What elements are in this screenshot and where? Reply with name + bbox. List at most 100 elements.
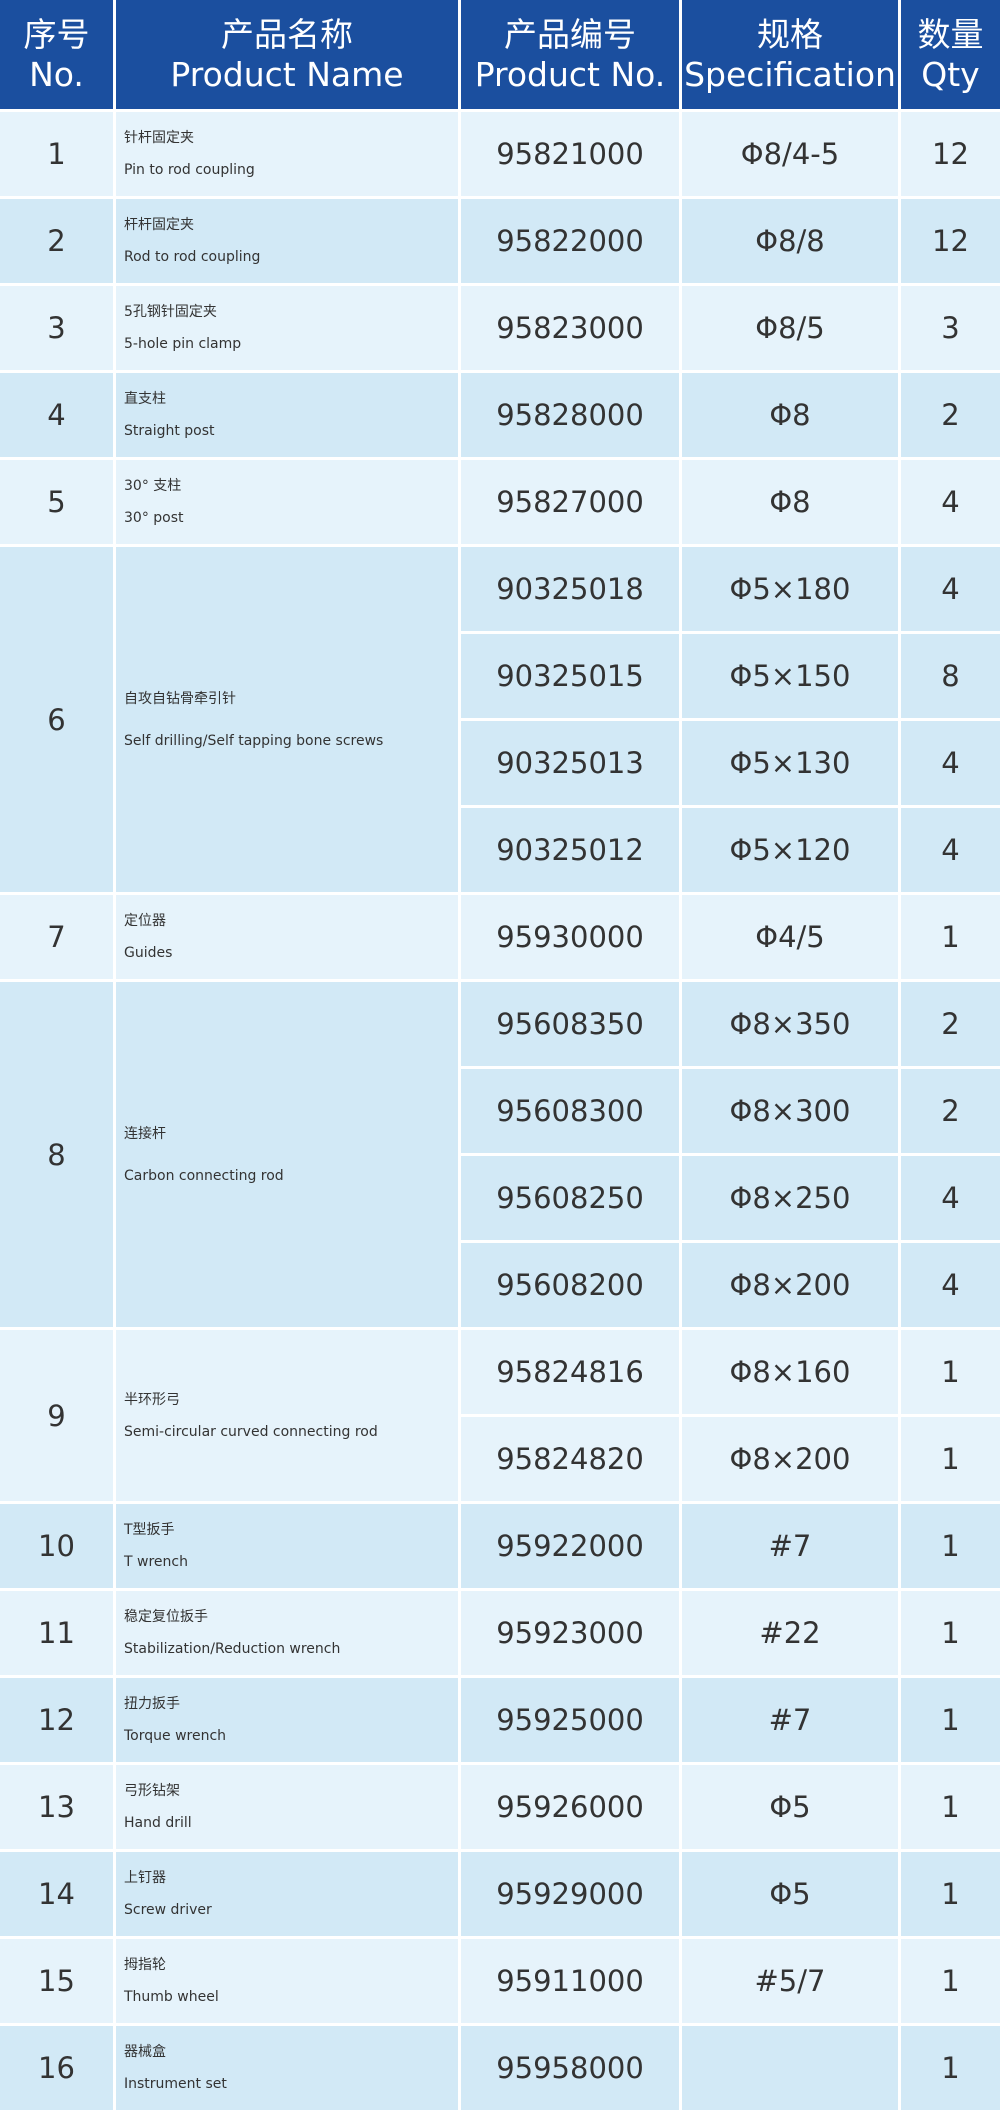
item-name: 器械盒 Instrument set bbox=[116, 2026, 458, 2110]
name-en: Semi-circular curved connecting rod bbox=[124, 1423, 378, 1440]
header-cell: 数量 Qty bbox=[901, 0, 1000, 109]
specification: Φ5×180 bbox=[682, 547, 898, 631]
item-number: 3 bbox=[0, 286, 113, 370]
table-row: 5 30° 支柱 30° post 95827000 Φ8 4 bbox=[0, 460, 1000, 544]
name-cn: 半环形弓 bbox=[124, 1391, 180, 1408]
item-number: 10 bbox=[0, 1504, 113, 1588]
header-en: Product No. bbox=[474, 54, 666, 94]
product-code: 95827000 bbox=[461, 460, 679, 544]
header-en: Product Name bbox=[170, 54, 404, 94]
specification: Φ8/4-5 bbox=[682, 112, 898, 196]
item-number: 13 bbox=[0, 1765, 113, 1849]
item-name: 稳定复位扳手 Stabilization/Reduction wrench bbox=[116, 1591, 458, 1675]
item-name: 5孔钢针固定夹 5-hole pin clamp bbox=[116, 286, 458, 370]
table-row: 90325012 Φ5×120 4 bbox=[0, 808, 1000, 892]
item-name: 拇指轮 Thumb wheel bbox=[116, 1939, 458, 2023]
quantity: 1 bbox=[901, 2026, 1000, 2110]
item-number: 7 bbox=[0, 895, 113, 979]
product-code: 95929000 bbox=[461, 1852, 679, 1936]
table-row: 9 半环形弓 Semi-circular curved connecting rod… bbox=[0, 1330, 1000, 1501]
item-name: 杆杆固定夹 Rod to rod coupling bbox=[116, 199, 458, 283]
item-name: 连接杆 Carbon connecting rod bbox=[116, 982, 458, 1327]
product-code: 90325018 bbox=[461, 547, 679, 631]
name-en: Thumb wheel bbox=[124, 1989, 219, 2005]
item-name: 针杆固定夹 Pin to rod coupling bbox=[116, 112, 458, 196]
quantity: 4 bbox=[901, 460, 1000, 544]
name-en: Self drilling/Self tapping bone screws bbox=[124, 732, 384, 749]
name-en: Carbon connecting rod bbox=[124, 1167, 284, 1184]
item-number: 15 bbox=[0, 1939, 113, 2023]
product-code: 95911000 bbox=[461, 1939, 679, 2023]
product-code: 95922000 bbox=[461, 1504, 679, 1588]
header-cn: 产品编号 bbox=[504, 14, 636, 54]
table-row: 11 稳定复位扳手 Stabilization/Reduction wrench 95… bbox=[0, 1591, 1000, 1675]
quantity: 1 bbox=[901, 1591, 1000, 1675]
table-row: 95608250 Φ8×250 4 bbox=[0, 1156, 1000, 1240]
header-cn: 产品名称 bbox=[221, 14, 353, 54]
quantity: 4 bbox=[901, 1243, 1000, 1327]
name-cn: 上钉器 bbox=[124, 1870, 166, 1886]
quantity: 4 bbox=[901, 1156, 1000, 1240]
specification: Φ8×300 bbox=[682, 1069, 898, 1153]
item-number: 5 bbox=[0, 460, 113, 544]
product-code: 95608250 bbox=[461, 1156, 679, 1240]
table-row: 7 定位器 Guides 95930000 Φ4/5 1 bbox=[0, 895, 1000, 979]
quantity: 3 bbox=[901, 286, 1000, 370]
name-en: Screw driver bbox=[124, 1902, 212, 1918]
quantity: 2 bbox=[901, 982, 1000, 1066]
quantity: 1 bbox=[901, 1678, 1000, 1762]
quantity: 2 bbox=[901, 373, 1000, 457]
name-en: Stabilization/Reduction wrench bbox=[124, 1641, 341, 1657]
quantity: 1 bbox=[901, 1504, 1000, 1588]
header-en: Qty bbox=[921, 54, 980, 94]
specification: Φ5 bbox=[682, 1765, 898, 1849]
item-number: 6 bbox=[0, 547, 113, 892]
header-row: 序号 No. 产品名称 Product Name 产品编号 Product No. 规格 Sp… bbox=[0, 0, 1000, 109]
quantity: 1 bbox=[901, 1417, 1000, 1501]
specification bbox=[682, 2026, 898, 2110]
name-cn: 针杆固定夹 bbox=[124, 130, 194, 146]
name-en: Hand drill bbox=[124, 1815, 192, 1831]
name-cn: 自攻自钻骨牵引针 bbox=[124, 690, 236, 707]
table-row: 95608300 Φ8×300 2 bbox=[0, 1069, 1000, 1153]
specification: #7 bbox=[682, 1504, 898, 1588]
name-en: 30° post bbox=[124, 510, 184, 526]
specification: Φ8×200 bbox=[682, 1417, 898, 1501]
product-code: 95821000 bbox=[461, 112, 679, 196]
name-en: T wrench bbox=[124, 1554, 188, 1570]
product-code: 95608300 bbox=[461, 1069, 679, 1153]
header-cn: 规格 bbox=[757, 14, 823, 54]
product-code: 95822000 bbox=[461, 199, 679, 283]
header-en: Specification bbox=[684, 54, 896, 94]
item-name: T型扳手 T wrench bbox=[116, 1504, 458, 1588]
quantity: 1 bbox=[901, 1765, 1000, 1849]
specification: #7 bbox=[682, 1678, 898, 1762]
product-code: 95608350 bbox=[461, 982, 679, 1066]
name-cn: 直支柱 bbox=[124, 391, 166, 407]
name-en: Straight post bbox=[124, 423, 215, 439]
specification: #5/7 bbox=[682, 1939, 898, 2023]
specification: Φ8×350 bbox=[682, 982, 898, 1066]
quantity: 4 bbox=[901, 808, 1000, 892]
name-cn: 稳定复位扳手 bbox=[124, 1609, 208, 1625]
item-number: 16 bbox=[0, 2026, 113, 2110]
specification: Φ8/8 bbox=[682, 199, 898, 283]
item-number: 1 bbox=[0, 112, 113, 196]
table-row: 1 针杆固定夹 Pin to rod coupling 95821000 Φ8/4-5 1… bbox=[0, 112, 1000, 196]
quantity: 1 bbox=[901, 1939, 1000, 2023]
quantity: 12 bbox=[901, 199, 1000, 283]
table-row: 16 器械盒 Instrument set 95958000 1 bbox=[0, 2026, 1000, 2110]
table-row: 13 弓形钻架 Hand drill 95926000 Φ5 1 bbox=[0, 1765, 1000, 1849]
product-code: 95930000 bbox=[461, 895, 679, 979]
quantity: 1 bbox=[901, 1330, 1000, 1414]
name-cn: 扭力扳手 bbox=[124, 1696, 180, 1712]
item-name: 弓形钻架 Hand drill bbox=[116, 1765, 458, 1849]
specification: Φ8/5 bbox=[682, 286, 898, 370]
specification: #22 bbox=[682, 1591, 898, 1675]
product-code: 90325012 bbox=[461, 808, 679, 892]
table-row: 90325015 Φ5×150 8 bbox=[0, 634, 1000, 718]
quantity: 12 bbox=[901, 112, 1000, 196]
product-code: 95926000 bbox=[461, 1765, 679, 1849]
header-cn: 数量 bbox=[917, 14, 984, 54]
